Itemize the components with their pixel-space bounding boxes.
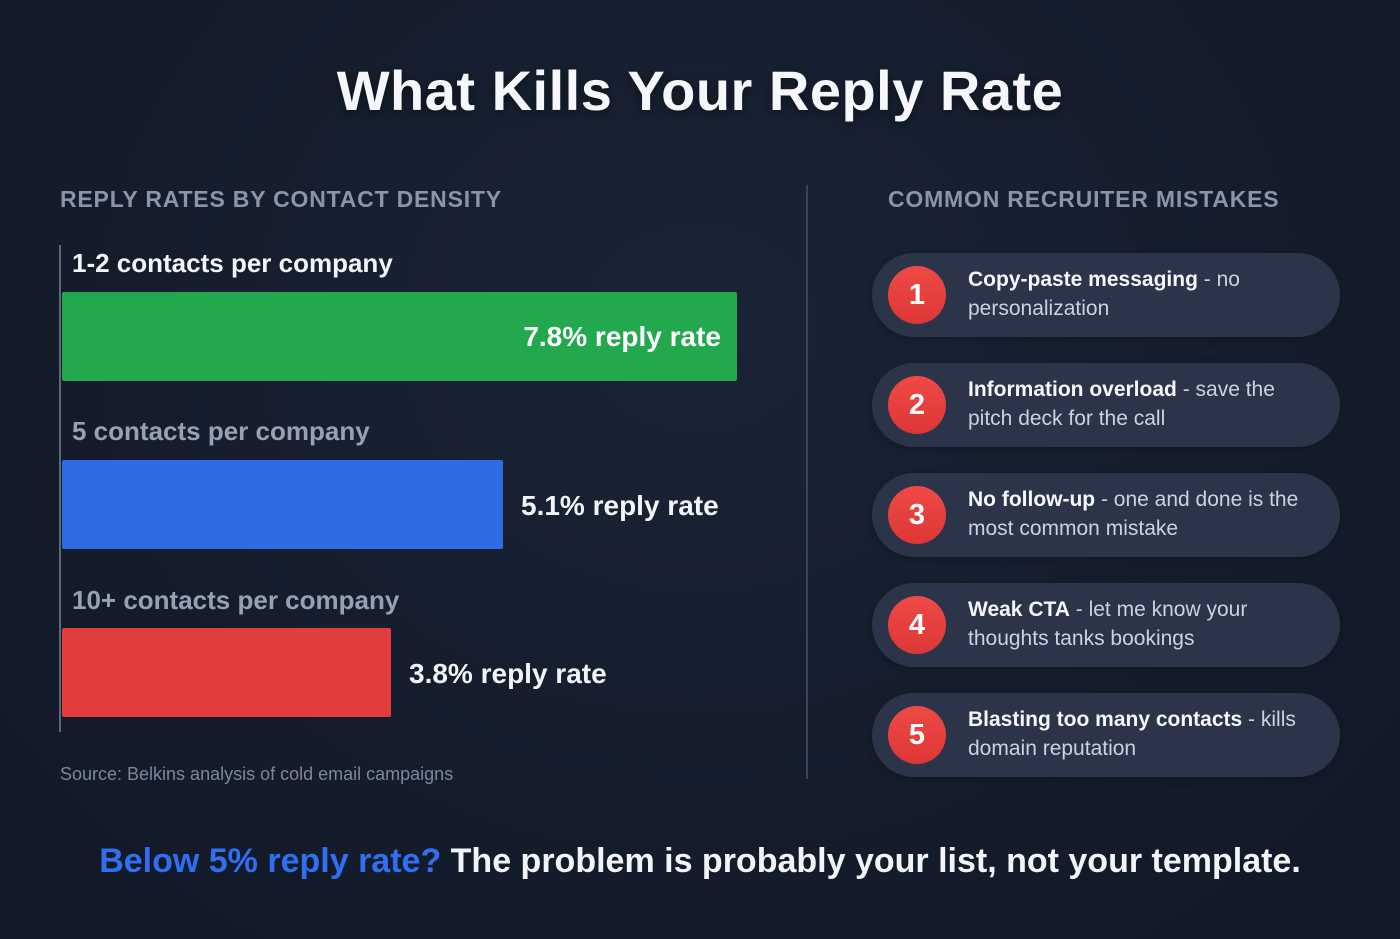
bar-value-label: 5.1% reply rate	[521, 490, 719, 521]
page-title: What Kills Your Reply Rate	[336, 59, 1064, 122]
mistake-text-rest: - no personalization	[968, 268, 1240, 320]
mistake-text: Blasting too many contacts - kills domai…	[968, 706, 1314, 764]
chart-axis-line	[59, 245, 61, 732]
reply-rate-bar-red	[62, 628, 391, 717]
mistake-text-bold: Blasting too many contacts	[968, 708, 1243, 732]
mistake-number-badge: 4	[888, 596, 946, 654]
mistake-text-bold: Copy-paste messaging	[968, 268, 1198, 292]
mistake-text-rest: - one and done is the most common mistak…	[968, 488, 1299, 540]
source-note: Source: Belkins analysis of cold email c…	[60, 764, 454, 784]
mistake-text-bold: Information overload	[968, 378, 1177, 402]
mistake-number-badge: 3	[888, 486, 946, 544]
bar-category-label: 1-2 contacts per company	[72, 248, 393, 278]
mistakes-section-heading: COMMON RECRUITER MISTAKES	[888, 186, 1280, 212]
bar-value-label: 3.8% reply rate	[409, 658, 607, 689]
mistake-card: 4 Weak CTA - let me know your thoughts t…	[872, 583, 1340, 667]
mistake-card: 2 Information overload - save the pitch …	[872, 363, 1340, 447]
bar-value-label: 7.8% reply rate	[523, 320, 721, 352]
column-divider	[806, 185, 808, 779]
mistake-number-badge: 5	[888, 706, 946, 764]
mistake-text: Copy-paste messaging - no personalizatio…	[968, 266, 1314, 324]
chart-section-heading: REPLY RATES BY CONTACT DENSITY	[60, 186, 502, 212]
mistake-text: No follow-up - one and done is the most …	[968, 486, 1314, 544]
footer-highlight: Below 5% reply rate?	[99, 842, 442, 880]
footer-callout: Below 5% reply rate? The problem is prob…	[0, 842, 1400, 881]
mistake-text-rest: - save the pitch deck for the call	[968, 378, 1275, 430]
footer-text: The problem is probably your list, not y…	[441, 842, 1301, 880]
bar-category-label: 5 contacts per company	[72, 416, 370, 446]
mistake-text: Information overload - save the pitch de…	[968, 376, 1314, 434]
mistake-card: 5 Blasting too many contacts - kills dom…	[872, 693, 1340, 777]
mistake-number-badge: 2	[888, 376, 946, 434]
mistake-number-badge: 1	[888, 266, 946, 324]
mistake-text-bold: No follow-up	[968, 488, 1096, 512]
mistake-card: 1 Copy-paste messaging - no personalizat…	[872, 253, 1340, 337]
mistake-text-rest: - kills domain reputation	[968, 708, 1296, 760]
mistake-text-rest: - let me know your thoughts tanks bookin…	[968, 598, 1248, 650]
mistake-text: Weak CTA - let me know your thoughts tan…	[968, 596, 1314, 654]
reply-rate-bar-green: 7.8% reply rate	[62, 292, 737, 381]
bar-category-label: 10+ contacts per company	[72, 585, 400, 615]
reply-rate-bar-blue	[62, 460, 503, 549]
mistake-card: 3 No follow-up - one and done is the mos…	[872, 473, 1340, 557]
mistake-text-bold: Weak CTA	[968, 598, 1070, 622]
